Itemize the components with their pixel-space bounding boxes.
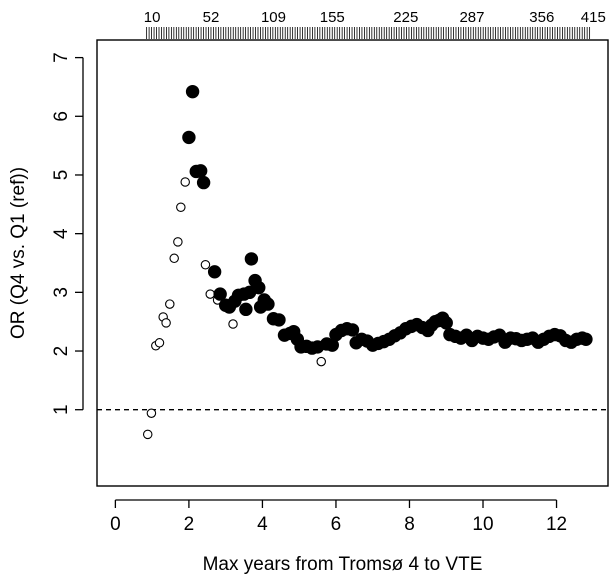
x-tick-label: 4 <box>257 514 268 535</box>
x-axis: 0 2 4 6 8 10 12 <box>110 499 567 535</box>
x-tick-label: 0 <box>110 514 121 535</box>
point-open <box>316 356 327 367</box>
point-open <box>154 338 165 348</box>
y-axis: 1 2 3 4 5 6 7 <box>51 52 84 415</box>
point-open <box>142 429 153 440</box>
top-axis-label: 109 <box>261 9 286 26</box>
y-tick-label: 2 <box>51 346 72 357</box>
top-axis: 10 52 109 155 225 287 356 415 <box>144 9 606 26</box>
x-tick-label: 8 <box>404 514 415 535</box>
top-axis-label: 356 <box>529 9 554 26</box>
top-axis-label: 225 <box>393 9 418 26</box>
point-open <box>173 237 183 247</box>
point-open <box>205 289 215 299</box>
top-axis-label: 287 <box>459 9 484 26</box>
point-filled <box>239 302 253 317</box>
point-open <box>176 202 186 213</box>
top-axis-label: 155 <box>320 9 345 26</box>
point-open <box>161 318 171 328</box>
point-open <box>180 177 190 187</box>
x-tick-label: 6 <box>331 514 342 535</box>
data-points <box>142 84 593 440</box>
y-axis-title: OR (Q4 vs. Q1 (ref)) <box>8 167 29 339</box>
point-open <box>146 408 157 418</box>
point-open <box>165 299 175 309</box>
point-open <box>200 260 211 270</box>
x-axis-title: Max years from Tromsø 4 to VTE <box>203 554 483 575</box>
point-open <box>228 319 238 329</box>
point-filled <box>213 287 227 301</box>
y-tick-label: 4 <box>51 228 72 239</box>
point-filled <box>193 164 208 178</box>
top-axis-label: 10 <box>144 9 161 26</box>
point-open <box>169 253 179 264</box>
top-rug <box>146 27 591 39</box>
y-tick-label: 5 <box>51 170 72 181</box>
x-tick-label: 12 <box>546 514 567 535</box>
top-axis-label: 52 <box>203 9 220 26</box>
point-filled <box>252 280 266 295</box>
point-filled <box>439 316 453 330</box>
x-tick-label: 2 <box>184 514 195 535</box>
point-filled <box>579 332 593 346</box>
point-filled <box>185 84 200 99</box>
point-filled <box>182 130 196 145</box>
y-tick-label: 3 <box>51 287 72 298</box>
point-filled <box>345 323 360 337</box>
point-filled <box>196 175 211 190</box>
point-filled <box>244 252 259 266</box>
plot-frame <box>96 39 609 487</box>
point-filled <box>261 297 275 311</box>
y-tick-label: 6 <box>51 111 72 122</box>
point-filled <box>272 313 286 327</box>
x-tick-label: 10 <box>472 514 493 535</box>
point-filled <box>207 265 222 279</box>
y-tick-label: 1 <box>51 404 72 415</box>
y-tick-label: 7 <box>51 52 72 63</box>
top-axis-label: 415 <box>581 9 606 26</box>
